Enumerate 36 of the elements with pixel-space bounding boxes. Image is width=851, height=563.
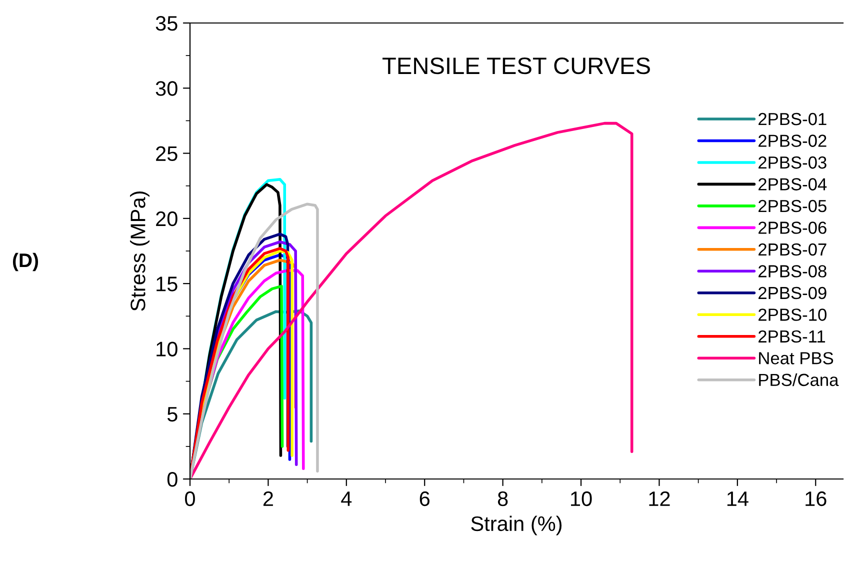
x-tick-label: 12 <box>649 491 670 506</box>
text: TENSILE TEST CURVES <box>382 57 650 74</box>
legend-label: 2PBS-01 <box>758 112 826 126</box>
line-series <box>190 202 319 479</box>
x-tick-label: 4 <box>341 492 352 506</box>
x-tick-label: 14 <box>727 492 748 506</box>
y-tick-label: 15 <box>156 276 178 292</box>
legend-label: 2PBS-04 <box>758 178 827 190</box>
y-axis-title: Stress (MPa) <box>130 192 150 311</box>
x-tick-label: 8 <box>498 491 508 506</box>
legend-label: 2PBS-02 <box>758 134 826 147</box>
legend-label: PBS/Cana <box>759 373 839 386</box>
legend-label: 2PBS-07 <box>758 243 826 256</box>
x-tick-label: 10 <box>571 491 592 506</box>
legend-label: 2PBS-03 <box>758 156 826 169</box>
y-tick-label: 20 <box>156 211 178 226</box>
legend-label: 2PBS-11 <box>758 330 826 343</box>
y-tick-label: 25 <box>156 146 178 162</box>
legend-label: 2PBS-06 <box>758 222 826 234</box>
x-tick-label: 0 <box>185 491 195 506</box>
y-tick-label: 0 <box>167 472 178 487</box>
y-tick-label: 35 <box>156 16 178 31</box>
legend-label: 2PBS-10 <box>758 308 826 321</box>
x-tick-label: 16 <box>806 491 826 506</box>
y-tick-label: 5 <box>167 407 178 422</box>
x-tick-label: 6 <box>420 491 430 506</box>
y-tick-label: 30 <box>156 81 178 96</box>
legend-label: Neat PBS <box>759 352 834 364</box>
legend-label: 2PBS-09 <box>758 286 826 300</box>
text: (D) <box>12 252 38 272</box>
line-series <box>190 122 634 479</box>
x-tick-label: 2 <box>263 491 273 506</box>
legend-label: 2PBS-08 <box>758 265 826 278</box>
x-axis-title: Strain (%) <box>471 516 562 536</box>
legend-label: 2PBS-05 <box>758 200 826 212</box>
y-tick-label: 10 <box>156 342 178 356</box>
